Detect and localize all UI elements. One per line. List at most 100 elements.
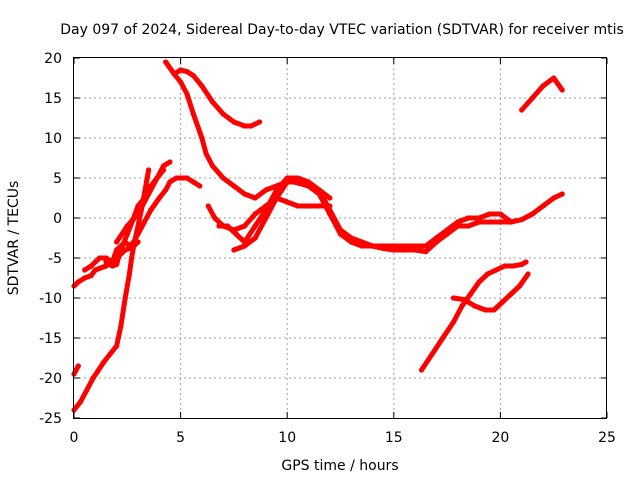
data-point bbox=[491, 307, 497, 313]
data-point bbox=[94, 369, 101, 375]
data-point bbox=[401, 243, 408, 249]
y-tick-label: -20 bbox=[39, 371, 62, 387]
data-point bbox=[529, 95, 536, 101]
data-point bbox=[559, 87, 565, 93]
data-point bbox=[178, 175, 184, 181]
data-point bbox=[210, 163, 216, 169]
data-point bbox=[167, 179, 173, 185]
data-point bbox=[327, 207, 333, 213]
data-point bbox=[212, 215, 218, 221]
data-point bbox=[482, 307, 489, 313]
data-point bbox=[82, 267, 88, 273]
data-point bbox=[197, 183, 203, 189]
data-point bbox=[263, 187, 269, 193]
data-point bbox=[154, 175, 160, 181]
data-point bbox=[146, 167, 152, 173]
y-tick-label: 5 bbox=[53, 171, 62, 187]
data-point bbox=[184, 91, 190, 97]
data-point bbox=[423, 249, 429, 255]
data-point bbox=[412, 243, 418, 249]
data-point bbox=[444, 227, 450, 233]
data-point bbox=[263, 215, 269, 221]
data-point bbox=[216, 223, 222, 229]
data-point bbox=[440, 335, 446, 341]
x-tick-label: 20 bbox=[491, 430, 509, 446]
data-point bbox=[107, 351, 113, 357]
data-point bbox=[82, 275, 88, 281]
data-point bbox=[423, 243, 429, 249]
x-tick-label: 10 bbox=[278, 430, 296, 446]
data-point bbox=[77, 399, 83, 405]
data-point bbox=[523, 259, 529, 265]
chart-title: Day 097 of 2024, Sidereal Day-to-day VTE… bbox=[60, 22, 624, 38]
x-tick-label: 25 bbox=[598, 430, 616, 446]
data-point bbox=[141, 219, 147, 225]
data-point bbox=[173, 175, 179, 181]
data-point bbox=[135, 211, 141, 217]
data-point bbox=[220, 175, 226, 181]
data-point bbox=[109, 263, 115, 269]
data-point bbox=[103, 259, 109, 265]
data-point bbox=[190, 111, 196, 117]
data-point bbox=[178, 79, 184, 85]
data-point bbox=[190, 73, 196, 79]
data-point bbox=[519, 107, 525, 113]
data-point bbox=[493, 267, 499, 273]
series-line-arc-11 bbox=[216, 175, 514, 249]
data-point bbox=[156, 195, 162, 201]
data-point bbox=[92, 267, 98, 273]
data-point bbox=[559, 191, 565, 197]
data-point bbox=[242, 223, 248, 229]
data-point bbox=[205, 203, 211, 209]
data-point bbox=[519, 261, 525, 267]
data-point bbox=[75, 279, 81, 285]
data-point bbox=[242, 239, 248, 245]
data-point bbox=[412, 247, 418, 253]
data-point bbox=[508, 219, 514, 225]
data-point bbox=[231, 183, 237, 189]
data-point bbox=[476, 219, 482, 225]
data-point bbox=[369, 243, 376, 249]
data-point bbox=[210, 99, 216, 105]
data-point bbox=[348, 235, 354, 241]
data-point bbox=[540, 203, 546, 209]
data-point bbox=[359, 239, 365, 245]
data-point bbox=[487, 219, 493, 225]
data-point bbox=[316, 203, 322, 209]
data-point bbox=[167, 159, 173, 165]
data-point bbox=[126, 271, 132, 277]
data-point bbox=[540, 83, 546, 89]
data-point bbox=[184, 69, 190, 75]
data-point bbox=[508, 291, 514, 297]
data-point bbox=[90, 375, 96, 381]
series-line-arc-12 bbox=[419, 259, 529, 373]
data-point bbox=[171, 71, 177, 77]
data-point bbox=[252, 235, 258, 241]
data-point bbox=[231, 119, 237, 125]
series-line-arc-14 bbox=[519, 75, 565, 113]
data-point bbox=[242, 123, 248, 129]
data-point bbox=[316, 187, 322, 193]
plot-frame bbox=[73, 57, 607, 419]
data-point bbox=[497, 211, 503, 217]
data-point bbox=[160, 163, 167, 169]
y-tick-label: -5 bbox=[48, 251, 62, 267]
data-point bbox=[114, 261, 120, 267]
data-point bbox=[450, 295, 457, 301]
series-layer bbox=[71, 59, 565, 413]
series-line-arc-10 bbox=[231, 179, 565, 255]
data-point bbox=[476, 279, 482, 285]
data-point bbox=[146, 191, 152, 197]
data-point bbox=[529, 211, 536, 217]
data-point bbox=[88, 273, 94, 279]
data-point bbox=[178, 67, 184, 73]
x-tick-label: 15 bbox=[385, 430, 403, 446]
data-point bbox=[459, 303, 465, 309]
data-point bbox=[97, 255, 103, 261]
data-point bbox=[551, 195, 557, 201]
ticks: 0 5 10 15 20 25 -25 -20 -15 -10 -5 0 5 10 15 20 bbox=[39, 51, 616, 446]
data-point bbox=[118, 247, 124, 253]
data-point bbox=[263, 207, 269, 213]
data-point bbox=[124, 231, 130, 237]
data-point bbox=[502, 263, 508, 269]
